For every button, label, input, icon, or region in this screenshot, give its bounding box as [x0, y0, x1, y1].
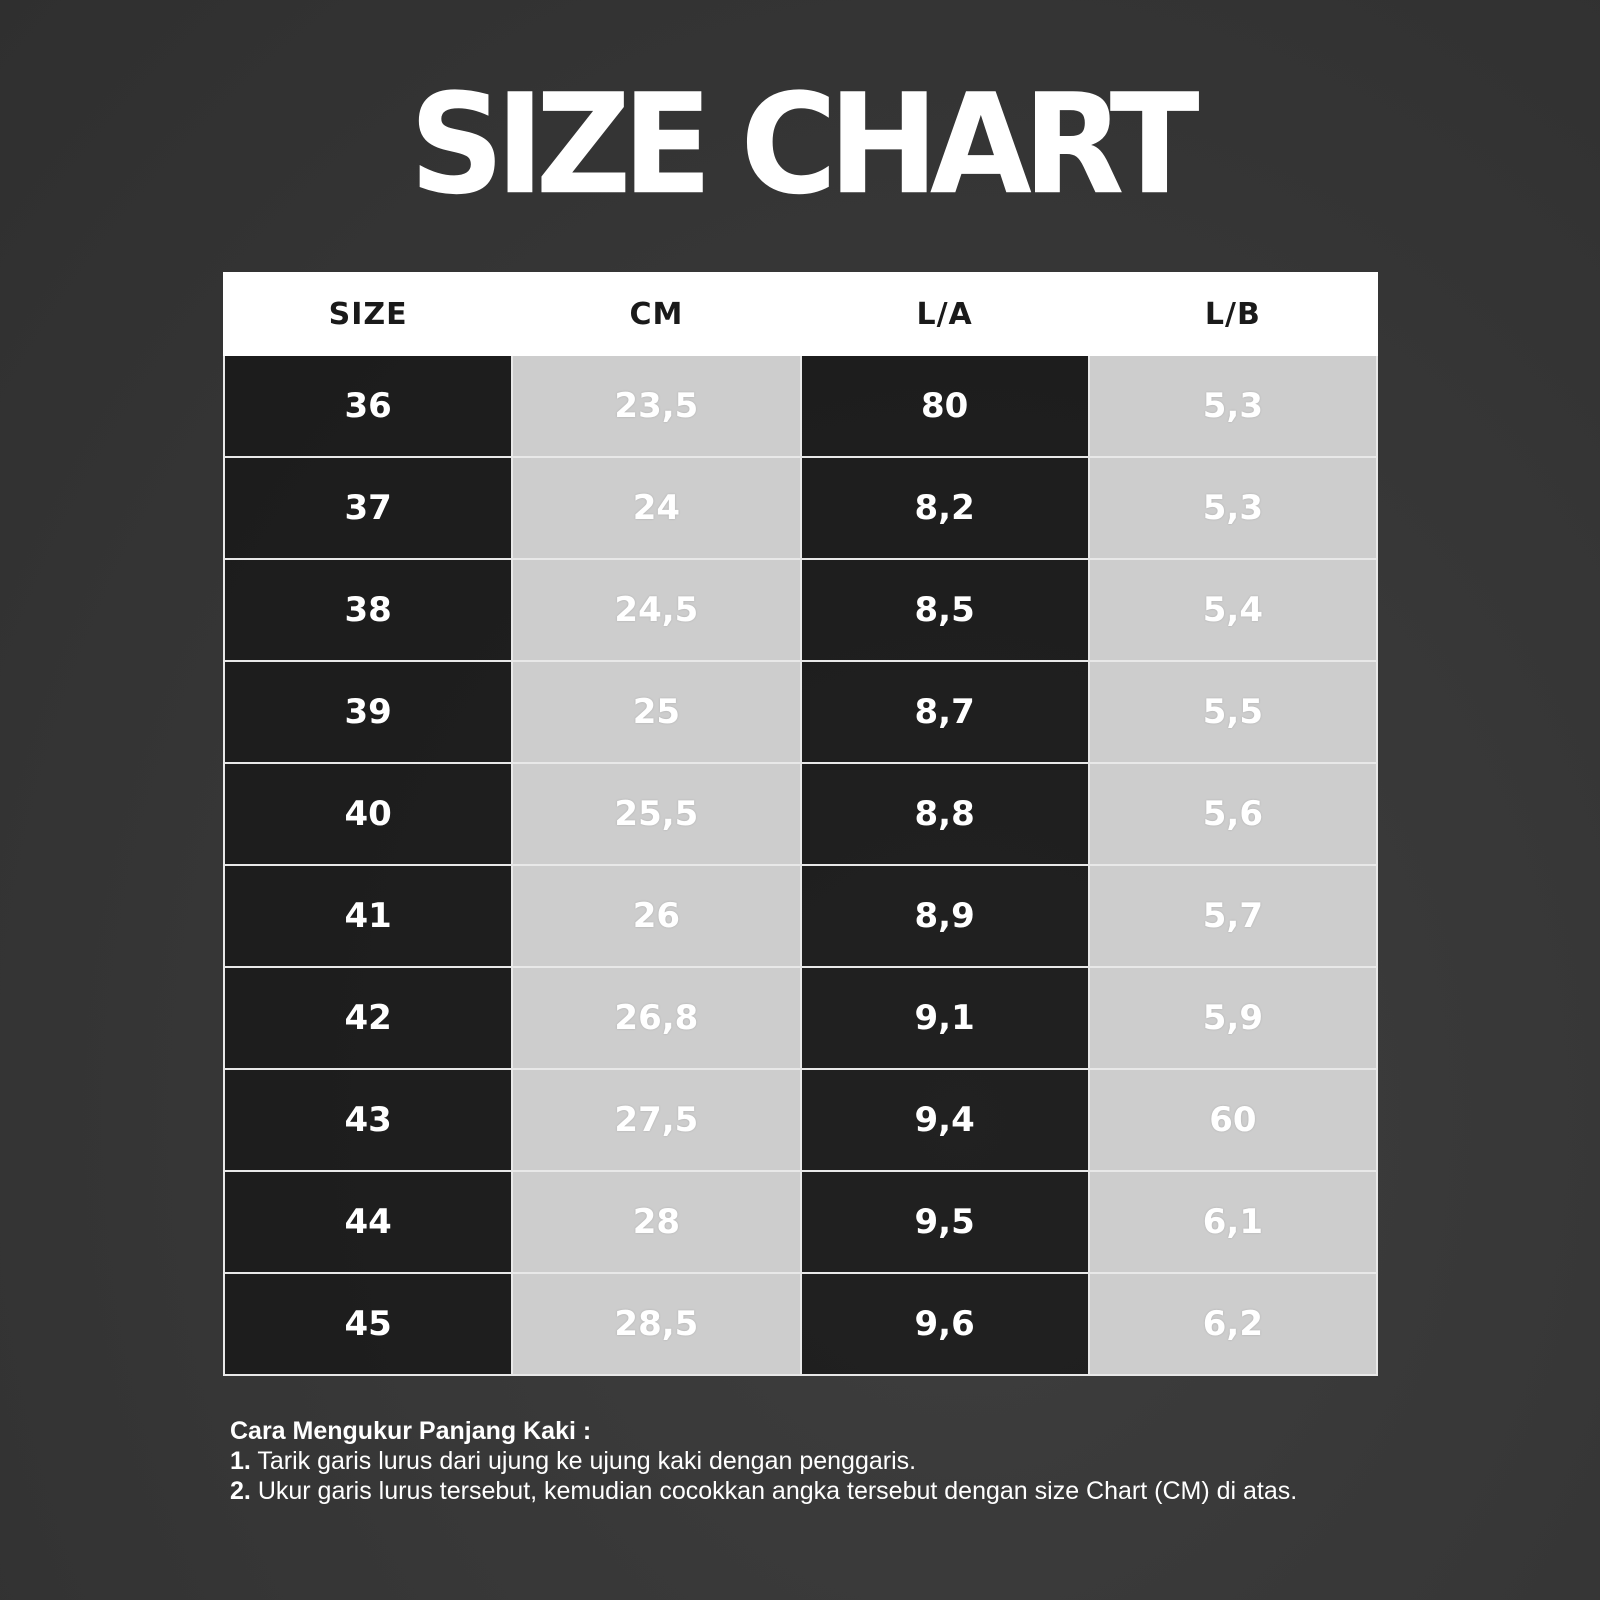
- title: SIZE CHART: [409, 64, 1199, 226]
- table-cell: 28: [511, 1170, 802, 1274]
- table-cell: 27,5: [511, 1068, 802, 1172]
- table-cell: 80: [799, 354, 1090, 458]
- table-cell: 8,9: [799, 864, 1090, 968]
- table-row: 39 25 8,7 5,5: [222, 660, 1379, 764]
- header-cell: SIZE: [222, 272, 514, 356]
- step-number: 1.: [230, 1447, 251, 1475]
- table-cell: 43: [222, 1068, 514, 1172]
- table-cell: 8,8: [799, 762, 1090, 866]
- instructions: Cara Mengukur Panjang Kaki : 1. Tarik ga…: [230, 1416, 1297, 1506]
- header-cell: L/A: [799, 272, 1090, 356]
- table-cell: 5,3: [1087, 354, 1379, 458]
- table-row: 45 28,5 9,6 6,2: [222, 1272, 1379, 1376]
- table-header: SIZE CM L/A L/B: [222, 272, 1379, 356]
- table-cell: 39: [222, 660, 514, 764]
- table-row: 42 26,8 9,1 5,9: [222, 966, 1379, 1070]
- table-cell: 5,3: [1087, 456, 1379, 560]
- table-cell: 9,6: [799, 1272, 1090, 1376]
- table-cell: 6,1: [1087, 1170, 1379, 1274]
- step-text: Tarik garis lurus dari ujung ke ujung ka…: [257, 1447, 917, 1475]
- table-cell: 42: [222, 966, 514, 1070]
- table-cell: 25,5: [511, 762, 802, 866]
- table-cell: 37: [222, 456, 514, 560]
- table-cell: 5,4: [1087, 558, 1379, 662]
- table-cell: 23,5: [511, 354, 802, 458]
- table-cell: 60: [1087, 1068, 1379, 1172]
- step-number: 2.: [230, 1477, 251, 1505]
- table-cell: 40: [222, 762, 514, 866]
- table-cell: 5,6: [1087, 762, 1379, 866]
- table-cell: 36: [222, 354, 514, 458]
- table-cell: 25: [511, 660, 802, 764]
- table-row: 43 27,5 9,4 60: [222, 1068, 1379, 1172]
- table-row: 38 24,5 8,5 5,4: [222, 558, 1379, 662]
- instruction-step: 2. Ukur garis lurus tersebut, kemudian c…: [230, 1476, 1297, 1506]
- table-cell: 9,5: [799, 1170, 1090, 1274]
- step-text: Ukur garis lurus tersebut, kemudian coco…: [257, 1477, 1298, 1505]
- table-row: 36 23,5 80 5,3: [222, 354, 1379, 458]
- table-cell: 26: [511, 864, 802, 968]
- table-cell: 45: [222, 1272, 514, 1376]
- table-body: 36 23,5 80 5,3 37 24 8,2 5,3 38 24,5 8,5 5,4 39 25 8,7…: [222, 354, 1379, 1376]
- header-cell: L/B: [1087, 272, 1379, 356]
- table-cell: 28,5: [511, 1272, 802, 1376]
- table-cell: 41: [222, 864, 514, 968]
- table-cell: 24: [511, 456, 802, 560]
- header-row: SIZE CM L/A L/B: [222, 272, 1379, 356]
- table-cell: 5,7: [1087, 864, 1379, 968]
- table-cell: 5,5: [1087, 660, 1379, 764]
- size-table: SIZE CM L/A L/B 36 23,5 80 5,3 37 24 8,2 5,3 38 24,5…: [222, 272, 1379, 1376]
- table-cell: 44: [222, 1170, 514, 1274]
- table-cell: 9,4: [799, 1068, 1090, 1172]
- table-row: 40 25,5 8,8 5,6: [222, 762, 1379, 866]
- table-cell: 5,9: [1087, 966, 1379, 1070]
- table-cell: 8,5: [799, 558, 1090, 662]
- instruction-step: 1. Tarik garis lurus dari ujung ke ujung…: [230, 1446, 1297, 1476]
- table-row: 41 26 8,9 5,7: [222, 864, 1379, 968]
- table-cell: 6,2: [1087, 1272, 1379, 1376]
- table-row: 44 28 9,5 6,1: [222, 1170, 1379, 1274]
- table-cell: 8,7: [799, 660, 1090, 764]
- header-cell: CM: [511, 272, 802, 356]
- table-cell: 8,2: [799, 456, 1090, 560]
- table-cell: 24,5: [511, 558, 802, 662]
- table-row: 37 24 8,2 5,3: [222, 456, 1379, 560]
- table-cell: 26,8: [511, 966, 802, 1070]
- table-cell: 38: [222, 558, 514, 662]
- table-cell: 9,1: [799, 966, 1090, 1070]
- instructions-heading: Cara Mengukur Panjang Kaki :: [230, 1417, 592, 1445]
